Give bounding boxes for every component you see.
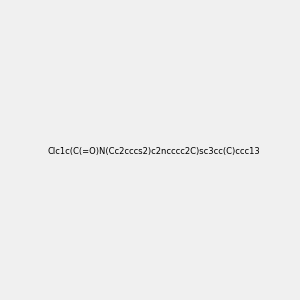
- Text: Clc1c(C(=O)N(Cc2cccs2)c2ncccc2C)sc3cc(C)ccc13: Clc1c(C(=O)N(Cc2cccs2)c2ncccc2C)sc3cc(C)…: [47, 147, 260, 156]
